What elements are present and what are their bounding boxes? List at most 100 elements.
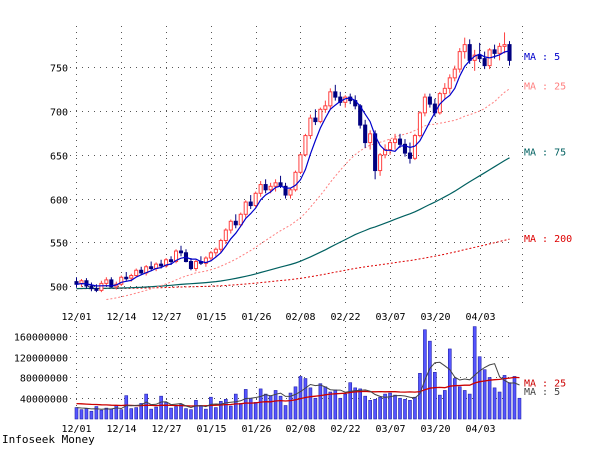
price-panel: 12/01 12/14 12/27 01/15 01/26 02/08 02/22 03/07… [50,26,572,323]
candle-body [288,189,293,196]
volume-bar [363,395,367,420]
volume-x-tick: 12/14 [106,424,136,435]
candle-body [373,133,378,172]
ma75-line [76,157,510,290]
volume-bar [214,407,218,420]
candle-body [188,261,194,270]
candle-body [243,201,248,215]
candle-body [263,184,268,191]
candle-body [164,259,169,267]
candle-body [293,171,298,191]
volume-bar [308,387,313,420]
candle-body [427,96,432,105]
volume-bar [199,405,203,420]
candle-body [173,250,179,263]
price-ma-label: MA : 5 [524,52,560,63]
volume-y-tick: 160000000 [14,333,68,344]
candle-body [323,105,328,110]
candle-body [422,96,427,114]
volume-bar [204,408,208,420]
candle-body [308,117,313,137]
volume-bar [154,406,158,420]
candle-body [388,142,393,151]
candle-body [328,91,333,107]
volume-bar [174,406,178,420]
candle-body [248,201,253,207]
volume-y-tick: 120000000 [14,354,68,365]
price-x-tick: 01/26 [241,312,271,323]
volume-bar [452,378,457,420]
volume-bar [89,410,94,420]
candle-body [228,220,233,231]
volume-bar [383,393,387,420]
volume-bar [408,400,412,420]
volume-bar [512,376,517,420]
volume-bar [388,392,392,420]
volume-bar [139,403,143,420]
candle-body [89,285,94,290]
volume-y-tick: 40000000 [20,395,68,406]
candle-body [338,96,343,103]
volume-bar [164,402,168,420]
volume-bar [403,398,407,420]
candle-body [268,185,273,191]
volume-bar [144,393,148,420]
volume-bar [477,356,482,420]
volume-bar [293,386,298,420]
volume-bar [482,369,487,420]
candle-body [462,44,467,53]
volume-bar [492,387,497,420]
candle-body [74,281,79,285]
price-y-tick: 550 [50,239,68,250]
candle-body [223,229,228,242]
volume-bar [507,382,512,420]
candle-body [363,124,368,144]
price-y-tick: 700 [50,108,68,119]
candle-body [467,44,472,61]
volume-bar [378,396,382,420]
volume-bar [517,397,522,420]
volume-bar [129,408,134,420]
candle-body [457,51,462,70]
price-y-tick: 750 [50,64,68,75]
price-ma-label: MA : 200 [524,234,572,245]
volume-bar [268,395,273,420]
candle-body [378,154,383,172]
volume-bar [368,400,372,420]
volume-bar [443,390,447,420]
volume-bar [243,389,248,420]
volume-ma-label: MA : 5 [524,387,560,398]
price-x-tick: 03/07 [375,312,405,323]
volume-bar [134,407,139,420]
candle-body [392,138,398,144]
volume-bar [238,403,243,420]
volume-bar [348,382,353,420]
volume-bar [109,408,114,420]
candle-body [313,117,318,123]
volume-bar [219,401,223,420]
candle-body [283,185,288,196]
volume-ma25-line [76,376,520,407]
candle-body [119,276,124,285]
volume-x-tick: 12/01 [61,424,91,435]
candle-body [218,240,223,250]
candle-body [99,282,104,291]
candle-body [258,184,263,194]
volume-bar [462,390,467,420]
volume-x-tick: 01/26 [241,424,271,435]
candle-body [442,87,447,95]
candle-body [178,250,184,254]
volume-bar [303,378,308,420]
volume-bar [353,387,358,420]
volume-bar [159,395,163,420]
candle-body [273,182,278,187]
volume-x-tick: 02/22 [330,424,360,435]
ma200-line [76,238,510,290]
volume-bar [283,405,288,420]
volume-x-tick: 02/08 [285,424,315,435]
volume-bar [487,377,492,420]
candle-body [109,279,114,288]
volume-ma5-line [76,361,520,410]
candle-body [407,152,413,159]
volume-bar [502,375,507,420]
